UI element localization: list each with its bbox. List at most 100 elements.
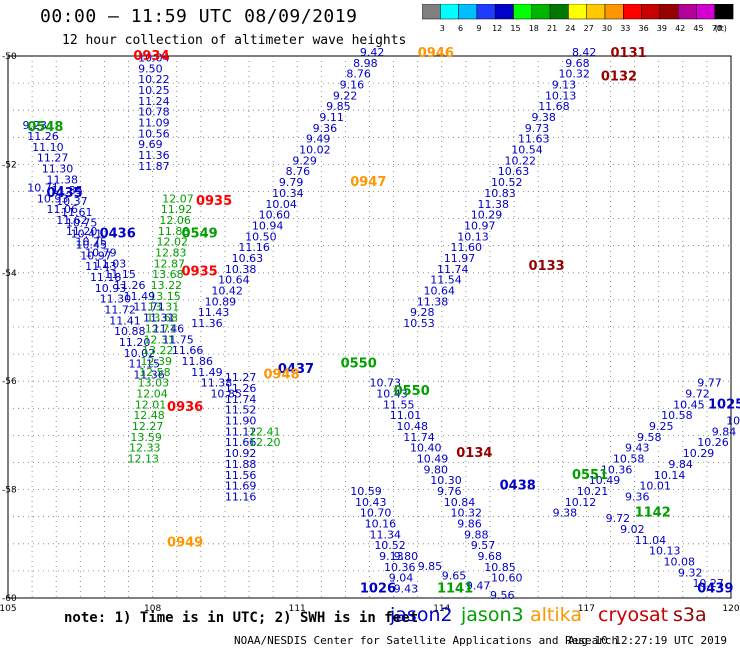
swh-value: 9.65: [442, 570, 467, 583]
swh-value: 10.36: [601, 463, 633, 476]
swh-value: 12.83: [155, 247, 187, 260]
swh-value: 11.06: [47, 203, 78, 216]
swh-value: 10.97: [464, 219, 496, 232]
swh-value: 9.11: [319, 111, 344, 124]
swh-value: 10.26: [697, 436, 729, 449]
colorbar-label: 15: [510, 24, 520, 33]
swh-value: 10.60: [259, 209, 291, 222]
pass-time-label: 0550: [341, 357, 377, 372]
swh-value: 9.13: [552, 79, 577, 92]
swh-value: 11.88: [158, 225, 190, 238]
swh-value: 8.76: [346, 68, 371, 81]
swh-value: 9.43: [394, 583, 419, 596]
pass-time-label: 0550: [394, 384, 430, 399]
swh-value: 12.20: [249, 436, 281, 449]
swh-value: 10.45: [75, 238, 107, 251]
swh-value: 12.01: [135, 398, 167, 411]
swh-value: 11.69: [225, 480, 257, 493]
colorbar-label: 36: [639, 24, 649, 33]
pass-time-label: 0947: [350, 175, 386, 190]
swh-value: 9.79: [279, 176, 304, 189]
pass-time-label: 0437: [278, 362, 314, 377]
swh-value: 10.36: [384, 561, 416, 574]
swh-value: 11.49: [124, 290, 155, 303]
swh-value: 10.02: [124, 347, 155, 360]
colorbar-label: (ft): [715, 24, 727, 33]
swh-value: 10.52: [491, 176, 523, 189]
y-tick-label: -54: [2, 269, 17, 279]
pass-time-label: 0439: [697, 582, 733, 597]
legend-jason3: jason3: [461, 604, 524, 626]
swh-value: 10.09: [726, 415, 740, 428]
colorbar-swatch: [549, 4, 569, 20]
swh-value: 11.54: [430, 274, 462, 287]
pass-time-label: 0134: [456, 446, 492, 461]
swh-value: 13.15: [149, 290, 181, 303]
swh-value: 10.04: [265, 198, 297, 211]
colorbar-swatch: [623, 4, 642, 20]
swh-value: 10.78: [138, 106, 170, 119]
colorbar-swatch: [440, 4, 459, 20]
swh-value: 9.72: [685, 387, 710, 400]
pass-time-label: 0548: [27, 120, 63, 135]
swh-value: 9.36: [313, 122, 338, 135]
y-tick-label: -52: [2, 160, 17, 170]
map-grid: [7, 55, 732, 599]
swh-value: 10.29: [471, 209, 503, 222]
swh-value: 11.75: [162, 333, 194, 346]
swh-value: 10.48: [396, 420, 428, 433]
swh-value: 11.38: [477, 198, 509, 211]
colorbar-swatch: [476, 4, 496, 20]
swh-value: 9.84: [712, 425, 737, 438]
swh-value: 9.38: [531, 111, 556, 124]
swh-value: 13.59: [130, 431, 162, 444]
swh-value: 9.22: [333, 89, 358, 102]
swh-value: 8.42: [572, 46, 597, 59]
swh-value: 12.58: [139, 366, 171, 379]
swh-value: 11.38: [201, 377, 233, 390]
swh-value: 10.12: [565, 496, 597, 509]
swh-value: 10.63: [232, 252, 264, 265]
swh-value: 10.43: [376, 387, 408, 400]
colorbar-label: 39: [657, 24, 667, 33]
pass-time-label: 0946: [418, 46, 454, 61]
swh-value: 9.69: [138, 138, 163, 151]
swh-value: 9.88: [464, 528, 489, 541]
colorbar-label: 70: [712, 24, 722, 33]
chart-subtitle: 12 hour collection of altimeter wave hei…: [62, 33, 407, 48]
swh-value: 10.53: [403, 317, 435, 330]
swh-value: 11.24: [138, 95, 170, 108]
swh-value: 9.36: [625, 490, 650, 503]
swh-value: 9.56: [490, 589, 515, 602]
swh-value: 10.75: [66, 217, 98, 230]
swh-value: 10.64: [218, 274, 250, 287]
colorbar-swatch: [604, 4, 624, 20]
swh-value: 10.02: [299, 144, 331, 157]
swh-value: 10.13: [649, 545, 681, 558]
swh-value: 11.15: [129, 358, 161, 371]
pass-time-label: 1026: [360, 582, 396, 597]
colorbar-label: 42: [675, 24, 685, 33]
swh-value: 11.01: [390, 409, 422, 422]
swh-value: 9.68: [477, 550, 502, 563]
swh-value: 9.58: [637, 431, 662, 444]
swh-value: 8.76: [286, 165, 311, 178]
swh-value: 11.61: [61, 206, 93, 219]
x-tick-label: 108: [144, 604, 161, 614]
swh-value: 11.72: [104, 303, 135, 316]
swh-value: 9.50: [138, 62, 163, 75]
swh-value: 9.86: [457, 518, 482, 531]
swh-value: 10.16: [365, 518, 397, 531]
pass-time-label: 0949: [167, 536, 203, 551]
swh-value: 10.97: [80, 249, 112, 262]
swh-value: 12.13: [128, 453, 160, 466]
swh-value: 10.71: [27, 182, 58, 195]
pass-time-label: 0936: [167, 400, 203, 415]
swh-value: 10.32: [558, 68, 590, 81]
swh-value: 9.85: [326, 100, 351, 113]
swh-value: 10.83: [484, 187, 516, 200]
swh-value: 11.20: [66, 225, 98, 238]
swh-value: 8.98: [353, 57, 378, 70]
colorbar-swatch: [659, 4, 679, 20]
